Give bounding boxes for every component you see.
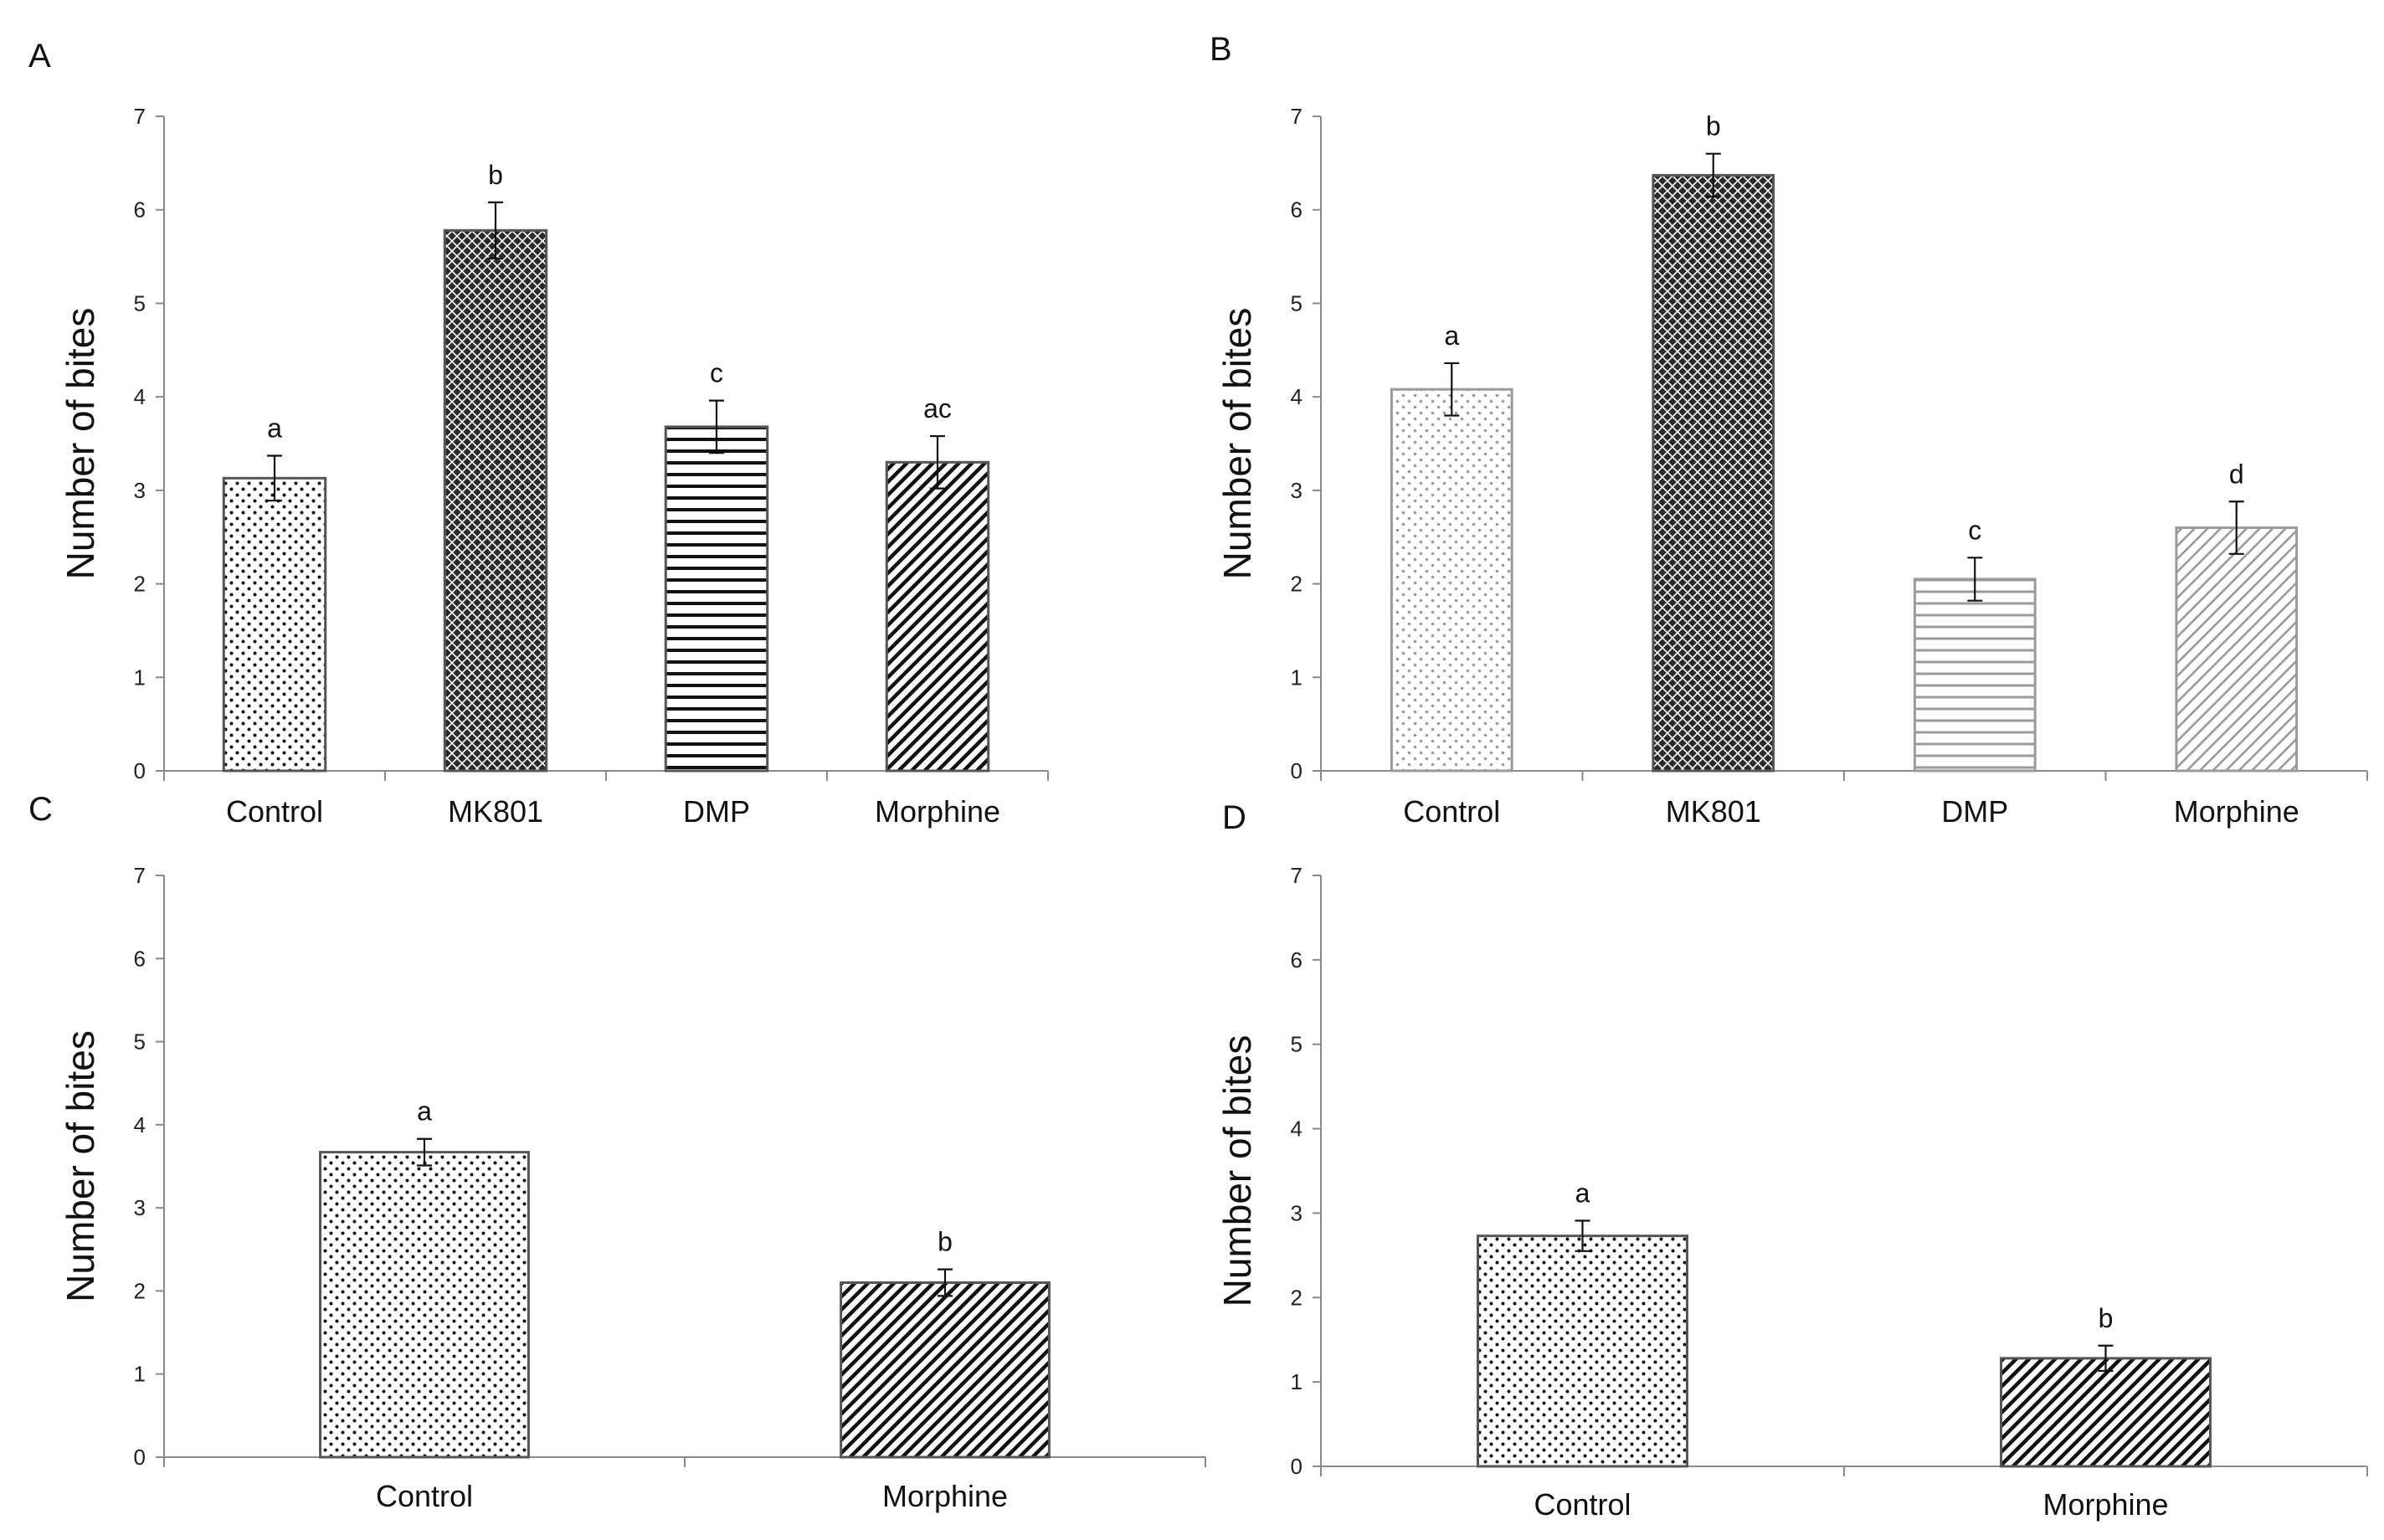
significance-label: c xyxy=(1968,515,1981,545)
y-tick-label: 1 xyxy=(1291,665,1302,690)
y-axis-label: Number of bites xyxy=(1215,1035,1259,1307)
y-tick-label: 2 xyxy=(1291,1285,1302,1310)
y-tick-label: 0 xyxy=(134,758,146,783)
significance-label: a xyxy=(267,413,282,444)
significance-label: b xyxy=(2099,1303,2114,1333)
significance-label: a xyxy=(1444,321,1459,351)
bar-control xyxy=(1390,388,1513,773)
y-tick-label: 6 xyxy=(1291,198,1302,223)
significance-label: d xyxy=(2229,459,2244,489)
y-tick-label: 0 xyxy=(1291,758,1302,783)
significance-label: b xyxy=(938,1227,953,1257)
y-tick-label: 3 xyxy=(134,478,146,503)
y-tick-label: 6 xyxy=(134,198,146,223)
bar-control xyxy=(1477,1235,1688,1468)
x-tick-label: MK801 xyxy=(448,794,543,829)
x-tick-label: DMP xyxy=(683,794,750,829)
y-tick-label: 3 xyxy=(134,1195,146,1220)
y-tick-label: 1 xyxy=(134,1362,146,1387)
significance-label: c xyxy=(710,358,723,388)
chart-panel-c: C Number of bites 0 1 2 3 4 5 6 7 a Control b Morphin… xyxy=(28,791,1206,1513)
significance-label: b xyxy=(1706,111,1721,141)
x-tick-label: MK801 xyxy=(1666,794,1761,829)
x-tick-label: Control xyxy=(376,1479,473,1513)
x-tick-label: Morphine xyxy=(2174,794,2299,829)
bar-morphine xyxy=(2175,526,2299,773)
y-tick-label: 4 xyxy=(134,384,146,409)
y-axis-label: Number of bites xyxy=(59,1030,102,1302)
significance-label: b xyxy=(488,160,503,190)
y-tick-label: 5 xyxy=(1291,1032,1302,1057)
x-tick-label: Control xyxy=(226,794,323,829)
y-tick-label: 0 xyxy=(134,1445,146,1470)
y-axis-label: Number of bites xyxy=(59,308,102,580)
chart-panel-d: D Number of bites 0 1 2 3 4 5 6 7 a Control b Morphin… xyxy=(1215,799,2368,1522)
x-tick-label: Control xyxy=(1534,1487,1631,1522)
x-tick-label: Morphine xyxy=(2042,1487,2168,1522)
significance-label: a xyxy=(1575,1178,1590,1209)
y-tick-label: 5 xyxy=(1291,290,1302,316)
y-tick-label: 3 xyxy=(1291,478,1302,503)
y-tick-label: 1 xyxy=(1291,1369,1302,1394)
bar-dmp xyxy=(664,425,769,773)
y-tick-label: 4 xyxy=(1291,384,1302,409)
bar-morphine xyxy=(885,460,990,773)
bar-control xyxy=(319,1151,530,1459)
panel-label: B xyxy=(1210,31,1232,68)
y-tick-label: 3 xyxy=(1291,1200,1302,1225)
panel-label: D xyxy=(1222,799,1246,836)
y-tick-label: 0 xyxy=(1291,1454,1302,1479)
y-tick-label: 6 xyxy=(134,946,146,971)
bar-morphine xyxy=(840,1281,1051,1459)
x-tick-label: Control xyxy=(1403,794,1500,829)
panel-label: C xyxy=(28,791,53,828)
y-tick-label: 2 xyxy=(1291,572,1302,597)
y-tick-label: 2 xyxy=(134,1278,146,1303)
y-tick-label: 1 xyxy=(134,665,146,690)
bar-dmp xyxy=(1913,578,2037,773)
bar-mk801 xyxy=(1652,173,1775,773)
x-tick-label: Morphine xyxy=(875,794,1000,829)
chart-panel-b: B Number of bites 0 1 2 3 4 5 6 7 a Control b MK801 c D… xyxy=(1210,31,2368,829)
x-tick-label: DMP xyxy=(1941,794,2008,829)
y-tick-label: 5 xyxy=(134,290,146,316)
y-tick-label: 5 xyxy=(134,1029,146,1055)
y-tick-label: 2 xyxy=(134,572,146,597)
chart-panel-a: A Number of bites 0 1 2 3 4 5 6 7 a Control b MK801 c D… xyxy=(28,38,1049,829)
x-tick-label: Morphine xyxy=(882,1479,1008,1513)
y-tick-label: 7 xyxy=(134,863,146,888)
significance-label: a xyxy=(417,1096,432,1127)
bar-morphine xyxy=(2000,1357,2212,1468)
y-tick-label: 7 xyxy=(134,104,146,129)
y-tick-label: 7 xyxy=(1291,863,1302,888)
y-axis-label: Number of bites xyxy=(1215,308,1259,580)
y-tick-label: 6 xyxy=(1291,947,1302,973)
panel-label: A xyxy=(28,38,51,74)
significance-label: ac xyxy=(923,393,952,424)
y-tick-label: 4 xyxy=(1291,1116,1302,1142)
y-tick-label: 4 xyxy=(134,1112,146,1137)
y-tick-label: 7 xyxy=(1291,104,1302,129)
bar-mk801 xyxy=(443,228,548,773)
bar-control xyxy=(222,476,327,773)
